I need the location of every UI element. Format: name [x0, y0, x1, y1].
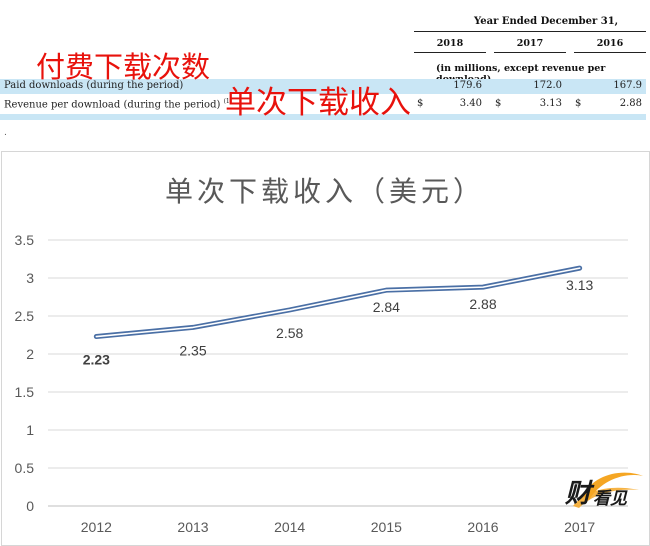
currency-symbol: $ — [417, 98, 424, 109]
cell-value: 167.9 — [613, 80, 642, 91]
year-underline — [574, 52, 646, 53]
annotation-revenue-per-download: 单次下载收入 — [225, 85, 411, 121]
cell-value: 3.40 — [459, 98, 482, 109]
x-tick-label: 2013 — [177, 519, 208, 535]
row-band — [0, 114, 646, 120]
annotation-paid-downloads: 付费下载次数 — [36, 50, 211, 84]
currency-symbol: $ — [495, 98, 502, 109]
row-label-text: Revenue per download (during the period) — [4, 99, 221, 111]
year-2018: 2018 — [436, 38, 464, 49]
year-2017: 2017 — [516, 38, 544, 49]
svg-text:看见: 看见 — [593, 489, 628, 508]
footnote-marker: (1) — [223, 98, 233, 105]
x-axis-ticks: 2012 2013 2014 2015 2016 2017 — [81, 519, 596, 535]
series-line-inner — [95, 267, 581, 338]
header-rule — [414, 31, 646, 32]
data-label: 2.58 — [276, 325, 303, 341]
series-lines — [93, 265, 583, 340]
y-tick-label: 3.5 — [15, 232, 35, 248]
y-tick-label: 3 — [26, 270, 34, 286]
table-row: Paid downloads (during the period) 179.6… — [0, 79, 646, 94]
currency-symbol: $ — [575, 98, 582, 109]
data-label: 2.84 — [373, 299, 400, 315]
year-underline — [414, 52, 486, 53]
y-tick-label: 0.5 — [15, 460, 35, 476]
year-underline — [494, 52, 566, 53]
cell-value: 172.0 — [533, 80, 562, 91]
row-label: Paid downloads (during the period) — [4, 80, 184, 91]
svg-text:财: 财 — [564, 478, 595, 508]
y-tick-label: 1.5 — [15, 384, 35, 400]
y-tick-label: 2.5 — [15, 308, 35, 324]
y-tick-label: 1 — [26, 422, 34, 438]
x-tick-label: 2015 — [371, 519, 402, 535]
data-labels: 2.23 2.35 2.58 2.84 2.88 3.13 — [83, 277, 594, 367]
y-tick-label: 0 — [26, 498, 34, 514]
caikanjian-logo: 财 看见 — [564, 472, 643, 508]
x-tick-label: 2016 — [467, 519, 498, 535]
stray-mark: . — [4, 128, 7, 138]
cell-value: 2.88 — [619, 98, 642, 109]
x-tick-label: 2012 — [81, 519, 112, 535]
table-row: Revenue per download (during the period)… — [0, 97, 646, 112]
data-label: 2.88 — [469, 296, 496, 312]
cell-value: 3.13 — [539, 98, 562, 109]
y-axis-ticks: 0 0.5 1 1.5 2 2.5 3 3.5 — [15, 232, 35, 514]
financial-table-image: Year Ended December 31, 2018 2017 2016 (… — [0, 0, 650, 150]
data-label: 2.35 — [179, 342, 206, 358]
gridlines — [48, 239, 628, 507]
chart-frame — [1, 151, 650, 546]
x-tick-label: 2017 — [564, 519, 595, 535]
data-label: 2.23 — [83, 352, 110, 368]
x-tick-label: 2014 — [274, 519, 305, 535]
data-label: 3.13 — [566, 277, 593, 293]
period-header: Year Ended December 31, — [474, 16, 619, 27]
year-2016: 2016 — [596, 38, 624, 49]
y-tick-label: 2 — [26, 346, 34, 362]
chart-title: 单次下载收入（美元） — [164, 175, 485, 208]
row-label: Revenue per download (during the period)… — [4, 98, 232, 110]
cell-value: 179.6 — [453, 80, 482, 91]
